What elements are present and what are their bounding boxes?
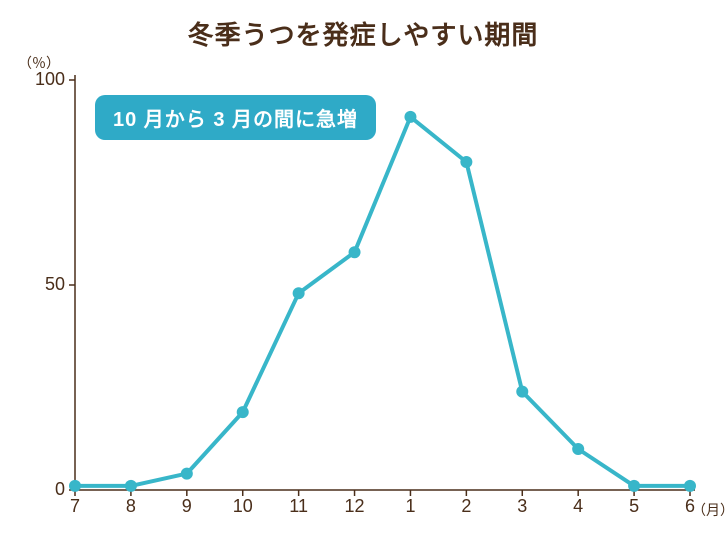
x-tick-label: 6	[675, 496, 705, 517]
x-tick-label: 2	[451, 496, 481, 517]
x-tick-label: 4	[563, 496, 593, 517]
y-tick-label: 50	[45, 274, 65, 295]
x-tick-label: 5	[619, 496, 649, 517]
x-tick-label: 9	[172, 496, 202, 517]
line-chart	[0, 0, 726, 545]
x-tick-label: 11	[284, 496, 314, 517]
x-tick-label: 8	[116, 496, 146, 517]
x-tick-label: 3	[507, 496, 537, 517]
x-tick-label: 7	[60, 496, 90, 517]
x-tick-label: 1	[395, 496, 425, 517]
x-tick-label: 12	[340, 496, 370, 517]
y-tick-label: 100	[35, 69, 65, 90]
x-tick-label: 10	[228, 496, 258, 517]
